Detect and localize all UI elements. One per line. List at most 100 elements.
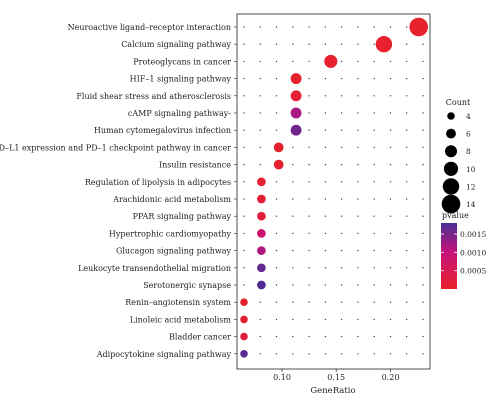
y-axis-labels: Neuroactive ligand–receptor interaction C… <box>0 23 237 359</box>
grid-dot <box>389 163 392 166</box>
grid-dot <box>357 215 359 217</box>
grid-dot <box>308 146 310 149</box>
grid-dot <box>357 318 359 321</box>
grid-dot <box>373 318 375 321</box>
grid-dot <box>389 95 392 97</box>
grid-dot <box>373 163 375 166</box>
grid-dot <box>422 249 424 252</box>
grid-dot <box>243 232 245 235</box>
pvalue-legend: pvalue 0.0005 0.0010 0.0015 <box>441 211 486 289</box>
grid-dot <box>389 112 392 114</box>
grid-dot <box>340 215 343 217</box>
x-tick-label: 0.10 <box>273 373 291 382</box>
grid-dot <box>259 301 261 303</box>
grid-dot <box>292 249 294 252</box>
category-label: Human cytomegalovirus infection <box>94 126 231 135</box>
data-point <box>375 36 393 53</box>
grid-dot <box>422 353 424 355</box>
grid-dot <box>406 129 408 131</box>
data-point <box>240 350 248 358</box>
grid-dot <box>389 77 392 80</box>
grid-dot <box>357 60 359 63</box>
data-point <box>240 298 248 307</box>
grid-dot <box>292 163 294 166</box>
grid-dot <box>422 95 424 97</box>
grid-dot <box>373 129 375 131</box>
grid-dot <box>422 215 424 217</box>
grid-dot <box>243 26 245 28</box>
grid-dot <box>406 353 408 355</box>
data-point <box>273 159 284 170</box>
grid-dot <box>308 95 310 97</box>
category-label: PPAR signaling pathway <box>133 212 232 221</box>
count-legend-label: 4 <box>466 112 471 121</box>
count-legend-dot <box>442 178 460 195</box>
grid-dot <box>243 181 245 183</box>
grid-dot <box>422 181 424 183</box>
grid-dot <box>389 284 392 286</box>
grid-dot <box>275 95 278 97</box>
grid-dot <box>308 215 310 217</box>
grid-dot <box>406 181 408 183</box>
grid-dot <box>308 198 310 200</box>
grid-dot <box>324 284 327 286</box>
grid-dot <box>324 198 327 200</box>
grid-dot <box>275 198 278 200</box>
grid-dot <box>308 335 310 338</box>
grid-dot <box>308 249 310 252</box>
grid-dot <box>422 198 424 200</box>
grid-dot <box>389 129 392 131</box>
grid-dot <box>259 163 261 166</box>
grid-dot <box>340 353 343 355</box>
category-label: Linoleic acid metabolism <box>130 315 232 324</box>
grid-dot <box>308 353 310 355</box>
points-layer <box>240 17 429 358</box>
grid-dot <box>373 181 375 183</box>
grid-dot <box>357 43 359 45</box>
grid-dot <box>275 335 278 338</box>
grid-dot <box>308 284 310 286</box>
category-label: Insulin resistance <box>159 161 231 170</box>
grid-dot <box>275 112 278 114</box>
grid-dot <box>340 95 343 97</box>
grid-dot <box>406 267 408 269</box>
grid-dot <box>406 318 408 321</box>
grid-dot <box>308 43 310 45</box>
grid-dot <box>422 112 424 114</box>
category-label: Arachidonic acid metabolism <box>112 195 231 204</box>
grid-dot <box>324 112 327 114</box>
grid-dot <box>324 129 327 131</box>
category-label: Adipocytokine signaling pathway <box>96 350 232 359</box>
grid-dot <box>275 318 278 321</box>
grid-dot <box>389 26 392 28</box>
data-point <box>257 211 266 221</box>
count-legend-dot <box>446 128 456 139</box>
grid-dot <box>275 129 278 131</box>
grid-dot <box>324 95 327 97</box>
grid-dot <box>373 198 375 200</box>
grid-dot <box>308 232 310 235</box>
grid-dot <box>308 318 310 321</box>
grid-dot <box>389 60 392 63</box>
grid-dot <box>324 146 327 149</box>
grid-dot <box>373 267 375 269</box>
grid-dot <box>324 163 327 166</box>
grid-dot <box>259 112 261 114</box>
grid-dot <box>422 284 424 286</box>
grid-dot <box>406 163 408 166</box>
data-point <box>409 17 429 37</box>
grid-dot <box>292 267 294 269</box>
grid-dot <box>340 26 343 28</box>
grid-dot <box>259 77 261 80</box>
grid-dot <box>275 249 278 252</box>
grid-dot <box>406 198 408 200</box>
data-point <box>257 229 266 238</box>
data-point <box>257 194 266 204</box>
grid-dot <box>357 249 359 252</box>
grid-dot <box>422 60 424 63</box>
grid-dot <box>324 26 327 28</box>
grid-dot <box>340 198 343 200</box>
grid-dot <box>373 301 375 303</box>
grid-dot <box>275 26 278 28</box>
grid-dot <box>340 146 343 149</box>
